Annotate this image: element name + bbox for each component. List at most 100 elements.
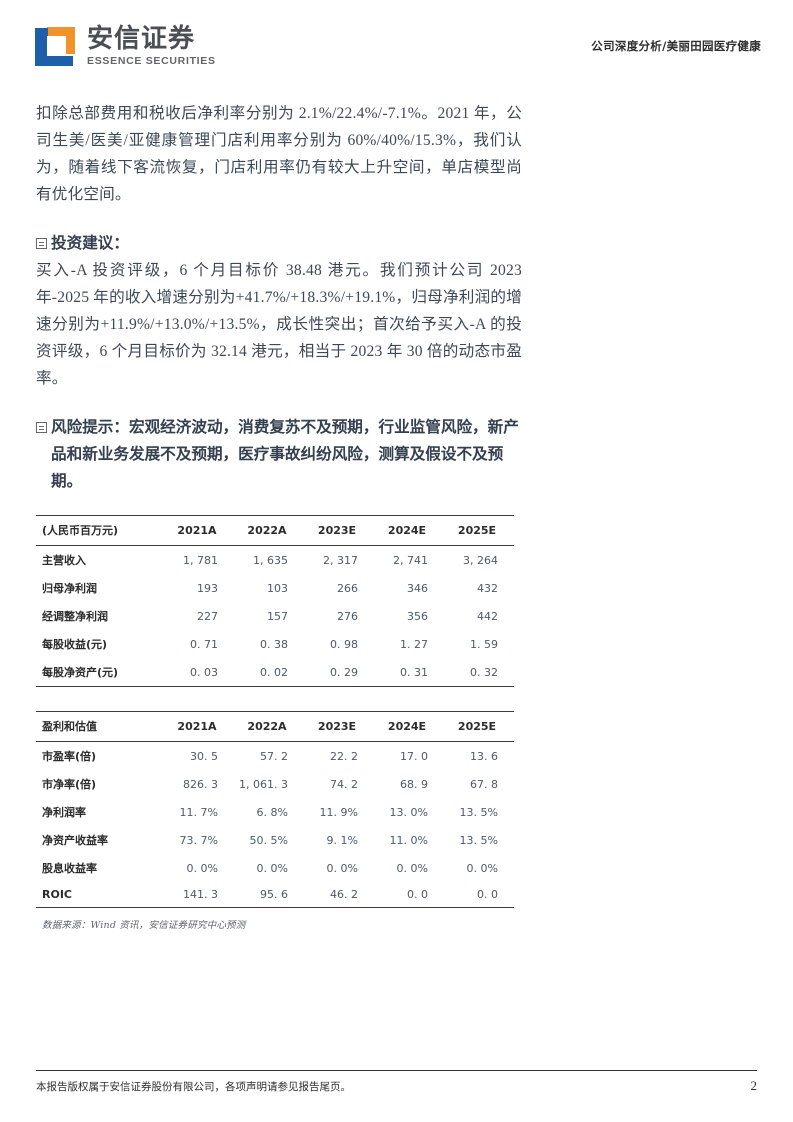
investment-advice-body: 买入-A 投资评级，6 个月目标价 38.48 港元。我们预计公司 2023 年… xyxy=(36,262,522,387)
table2-col-3: 2023E xyxy=(304,711,374,742)
table2-row0-val3: 17. 0 xyxy=(400,749,428,763)
table1-row2-label: 经调整净利润 xyxy=(42,610,108,623)
table1-row1-label: 归母净利润 xyxy=(42,582,97,595)
table1-row0-label: 主营收入 xyxy=(42,554,86,567)
table2-row0-label: 市盈率(倍) xyxy=(42,750,97,763)
footer-copyright: 本报告版权属于安信证券股份有限公司，各项声明请参见报告尾页。 xyxy=(36,1080,351,1093)
table-source-note: 数据来源：Wind 资讯，安信证券研究中心预测 xyxy=(42,920,246,931)
table2-row3-val3: 11. 0% xyxy=(389,833,428,847)
table2-col-5: 2025E xyxy=(444,711,514,742)
table2-row2-val0: 11. 7% xyxy=(179,805,218,819)
table-row: 市净率(倍) 826. 3 1, 061. 3 74. 2 68. 9 67. … xyxy=(36,770,514,798)
brand-name-en: ESSENCE SECURITIES xyxy=(87,54,216,67)
table1-row4-val4: 0. 32 xyxy=(444,658,514,687)
table2-row2-val3: 13. 0% xyxy=(389,805,428,819)
risk-warning-heading-label: 风险提示： xyxy=(51,419,129,436)
table1-row2-val4: 442 xyxy=(477,609,498,623)
table2-row0-val2: 22. 2 xyxy=(330,749,358,763)
essence-logo-icon xyxy=(32,24,78,68)
table1-row0-val3: 2, 741 xyxy=(393,553,428,567)
table2-row5-val3: 0. 0 xyxy=(374,882,444,908)
page-number: 2 xyxy=(750,1078,758,1093)
table-row: 归母净利润 193 103 266 346 432 xyxy=(36,574,514,602)
table2-row1-val2: 74. 2 xyxy=(330,777,358,791)
table-row: 主营收入 1, 781 1, 635 2, 317 2, 741 3, 264 xyxy=(36,546,514,575)
table1-row3-val2: 0. 98 xyxy=(330,637,358,651)
table2-row2-val4: 13. 5% xyxy=(459,805,498,819)
table2-row2-val1: 6. 8% xyxy=(256,805,288,819)
table1-col-4: 2024E xyxy=(374,515,444,546)
table1-row4-val2: 0. 29 xyxy=(304,658,374,687)
investment-advice-heading: 投资建议： xyxy=(36,230,522,257)
page-footer: 本报告版权属于安信证券股份有限公司，各项声明请参见报告尾页。 2 xyxy=(36,1070,757,1094)
table1-row4-val3: 0. 31 xyxy=(374,658,444,687)
table2-row5-val1: 95. 6 xyxy=(234,882,304,908)
table1-row4-val0: 0. 03 xyxy=(164,658,234,687)
table2-row4-label: 股息收益率 xyxy=(42,862,97,875)
table2-row5-val2: 46. 2 xyxy=(304,882,374,908)
table2-row4-val4: 0. 0% xyxy=(466,861,498,875)
table-header-row: 盈利和估值 2021A 2022A 2023E 2024E 2025E xyxy=(36,711,514,742)
table-row: 净利润率 11. 7% 6. 8% 11. 9% 13. 0% 13. 5% xyxy=(36,798,514,826)
table1-col-2: 2022A xyxy=(234,515,304,546)
risk-warning-text: 风险提示：宏观经济波动，消费复苏不及预期，行业监管风险，新产品和新业务发展不及预… xyxy=(51,414,522,495)
table-row: 每股净资产(元) 0. 03 0. 02 0. 29 0. 31 0. 32 xyxy=(36,658,514,687)
brand-name-cn: 安信证券 xyxy=(87,23,196,54)
table1-row0-val2: 2, 317 xyxy=(323,553,358,567)
header-report-label: 公司深度分析/美丽田园医疗健康 xyxy=(591,39,761,53)
table1-row3-val1: 0. 38 xyxy=(260,637,288,651)
table-row: 每股收益(元) 0. 71 0. 38 0. 98 1. 27 1. 59 xyxy=(36,630,514,658)
table1-row1-val1: 103 xyxy=(267,581,288,595)
table2-row1-val3: 68. 9 xyxy=(400,777,428,791)
table1-col-1: 2021A xyxy=(164,515,234,546)
table2-row3-val0: 73. 7% xyxy=(179,833,218,847)
table1-row2-val1: 157 xyxy=(267,609,288,623)
table1-row1-val4: 432 xyxy=(477,581,498,595)
table2-row1-val0: 826. 3 xyxy=(183,777,218,791)
brand-logo: 安信证券 ESSENCE SECURITIES xyxy=(32,24,216,68)
table-row: 净资产收益率 73. 7% 50. 5% 9. 1% 11. 0% 13. 5% xyxy=(36,826,514,854)
financial-summary-table: (人民币百万元) 2021A 2022A 2023E 2024E 2025E 主… xyxy=(36,515,514,687)
table2-row0-val1: 57. 2 xyxy=(260,749,288,763)
valuation-table-wrap: 盈利和估值 2021A 2022A 2023E 2024E 2025E 市盈率(… xyxy=(36,711,514,931)
table2-row3-val2: 9. 1% xyxy=(326,833,358,847)
table-row: 经调整净利润 227 157 276 356 442 xyxy=(36,602,514,630)
table2-col-2: 2022A xyxy=(234,711,304,742)
list-icon xyxy=(36,238,47,249)
table1-row1-val2: 266 xyxy=(337,581,358,595)
table2-row1-val4: 67. 8 xyxy=(470,777,498,791)
table2-row2-label: 净利润率 xyxy=(42,806,86,819)
table2-row4-val2: 0. 0% xyxy=(326,861,358,875)
table1-row3-val3: 1. 27 xyxy=(400,637,428,651)
table2-row1-val1: 1, 061. 3 xyxy=(239,777,288,791)
table2-row2-val2: 11. 9% xyxy=(319,805,358,819)
table1-row3-label: 每股收益(元) xyxy=(42,638,108,651)
risk-warning-body: 宏观经济波动，消费复苏不及预期，行业监管风险，新产品和新业务发展不及预期，医疗事… xyxy=(51,419,519,490)
list-icon xyxy=(36,422,47,433)
table1-col-3: 2023E xyxy=(304,515,374,546)
table2-row4-val1: 0. 0% xyxy=(256,861,288,875)
financial-summary-table-wrap: (人民币百万元) 2021A 2022A 2023E 2024E 2025E 主… xyxy=(36,515,514,687)
table1-row0-val1: 1, 635 xyxy=(253,553,288,567)
section-investment-advice: 投资建议： 买入-A 投资评级，6 个月目标价 38.48 港元。我们预计公司 … xyxy=(36,230,522,392)
table-header-row: (人民币百万元) 2021A 2022A 2023E 2024E 2025E xyxy=(36,515,514,546)
section-risk-warning: 风险提示：宏观经济波动，消费复苏不及预期，行业监管风险，新产品和新业务发展不及预… xyxy=(36,414,522,495)
table2-row1-label: 市净率(倍) xyxy=(42,778,97,791)
table-row: ROIC 141. 3 95. 6 46. 2 0. 0 0. 0 xyxy=(36,882,514,908)
table2-row3-val4: 13. 5% xyxy=(459,833,498,847)
table1-row2-val0: 227 xyxy=(197,609,218,623)
table2-row4-val3: 0. 0% xyxy=(396,861,428,875)
paragraph-operating-metrics: 扣除总部费用和税收后净利率分别为 2.1%/22.4%/-7.1%。2021 年… xyxy=(36,105,522,203)
table1-row0-val4: 3, 264 xyxy=(463,553,498,567)
table1-row4-label: 每股净资产(元) xyxy=(36,658,164,687)
table1-row2-val2: 276 xyxy=(337,609,358,623)
table-row: 股息收益率 0. 0% 0. 0% 0. 0% 0. 0% 0. 0% xyxy=(36,854,514,882)
table2-col-1: 2021A xyxy=(164,711,234,742)
table2-row5-label: ROIC xyxy=(36,882,164,908)
brand-text: 安信证券 ESSENCE SECURITIES xyxy=(87,26,216,67)
document-content: 扣除总部费用和税收后净利率分别为 2.1%/22.4%/-7.1%。2021 年… xyxy=(36,100,522,931)
page-header: 安信证券 ESSENCE SECURITIES 公司深度分析/美丽田园医疗健康 xyxy=(0,0,793,92)
table2-col-0: 盈利和估值 xyxy=(36,711,164,742)
table1-col-0: (人民币百万元) xyxy=(36,515,164,546)
table-row: 市盈率(倍) 30. 5 57. 2 22. 2 17. 0 13. 6 xyxy=(36,742,514,771)
